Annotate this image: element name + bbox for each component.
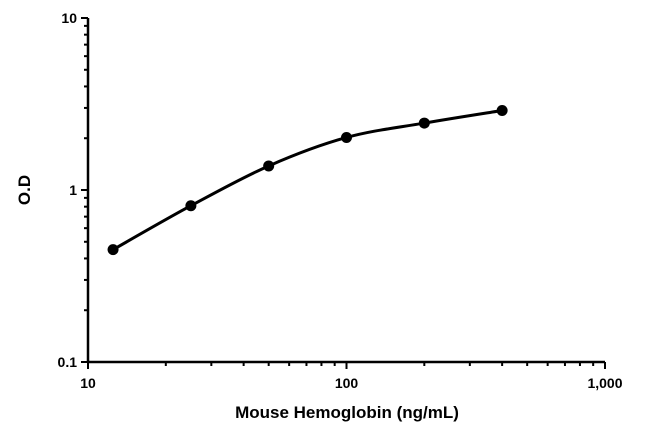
data-point: [418, 117, 430, 129]
data-point: [107, 244, 119, 256]
y-tick-label: 10: [61, 10, 77, 26]
series: [107, 104, 508, 256]
x-tick-label: 100: [335, 375, 359, 391]
ticks: [81, 17, 606, 369]
axes: [86, 18, 605, 364]
x-tick-label: 10: [80, 375, 96, 391]
x-axis-title: Mouse Hemoglobin (ng/mL): [235, 403, 459, 422]
data-point: [496, 104, 508, 116]
x-tick-label: 1,000: [587, 375, 622, 391]
data-point: [341, 131, 352, 143]
y-tick-label: 0.1: [58, 354, 78, 370]
tick-labels: 0.1 1 10 10 100 1,000: [58, 10, 623, 391]
y-axis-title: O.D: [15, 175, 34, 205]
y-tick-label: 1: [69, 182, 77, 198]
data-point: [185, 200, 197, 212]
data-point: [263, 160, 275, 172]
series-line: [112, 108, 503, 251]
